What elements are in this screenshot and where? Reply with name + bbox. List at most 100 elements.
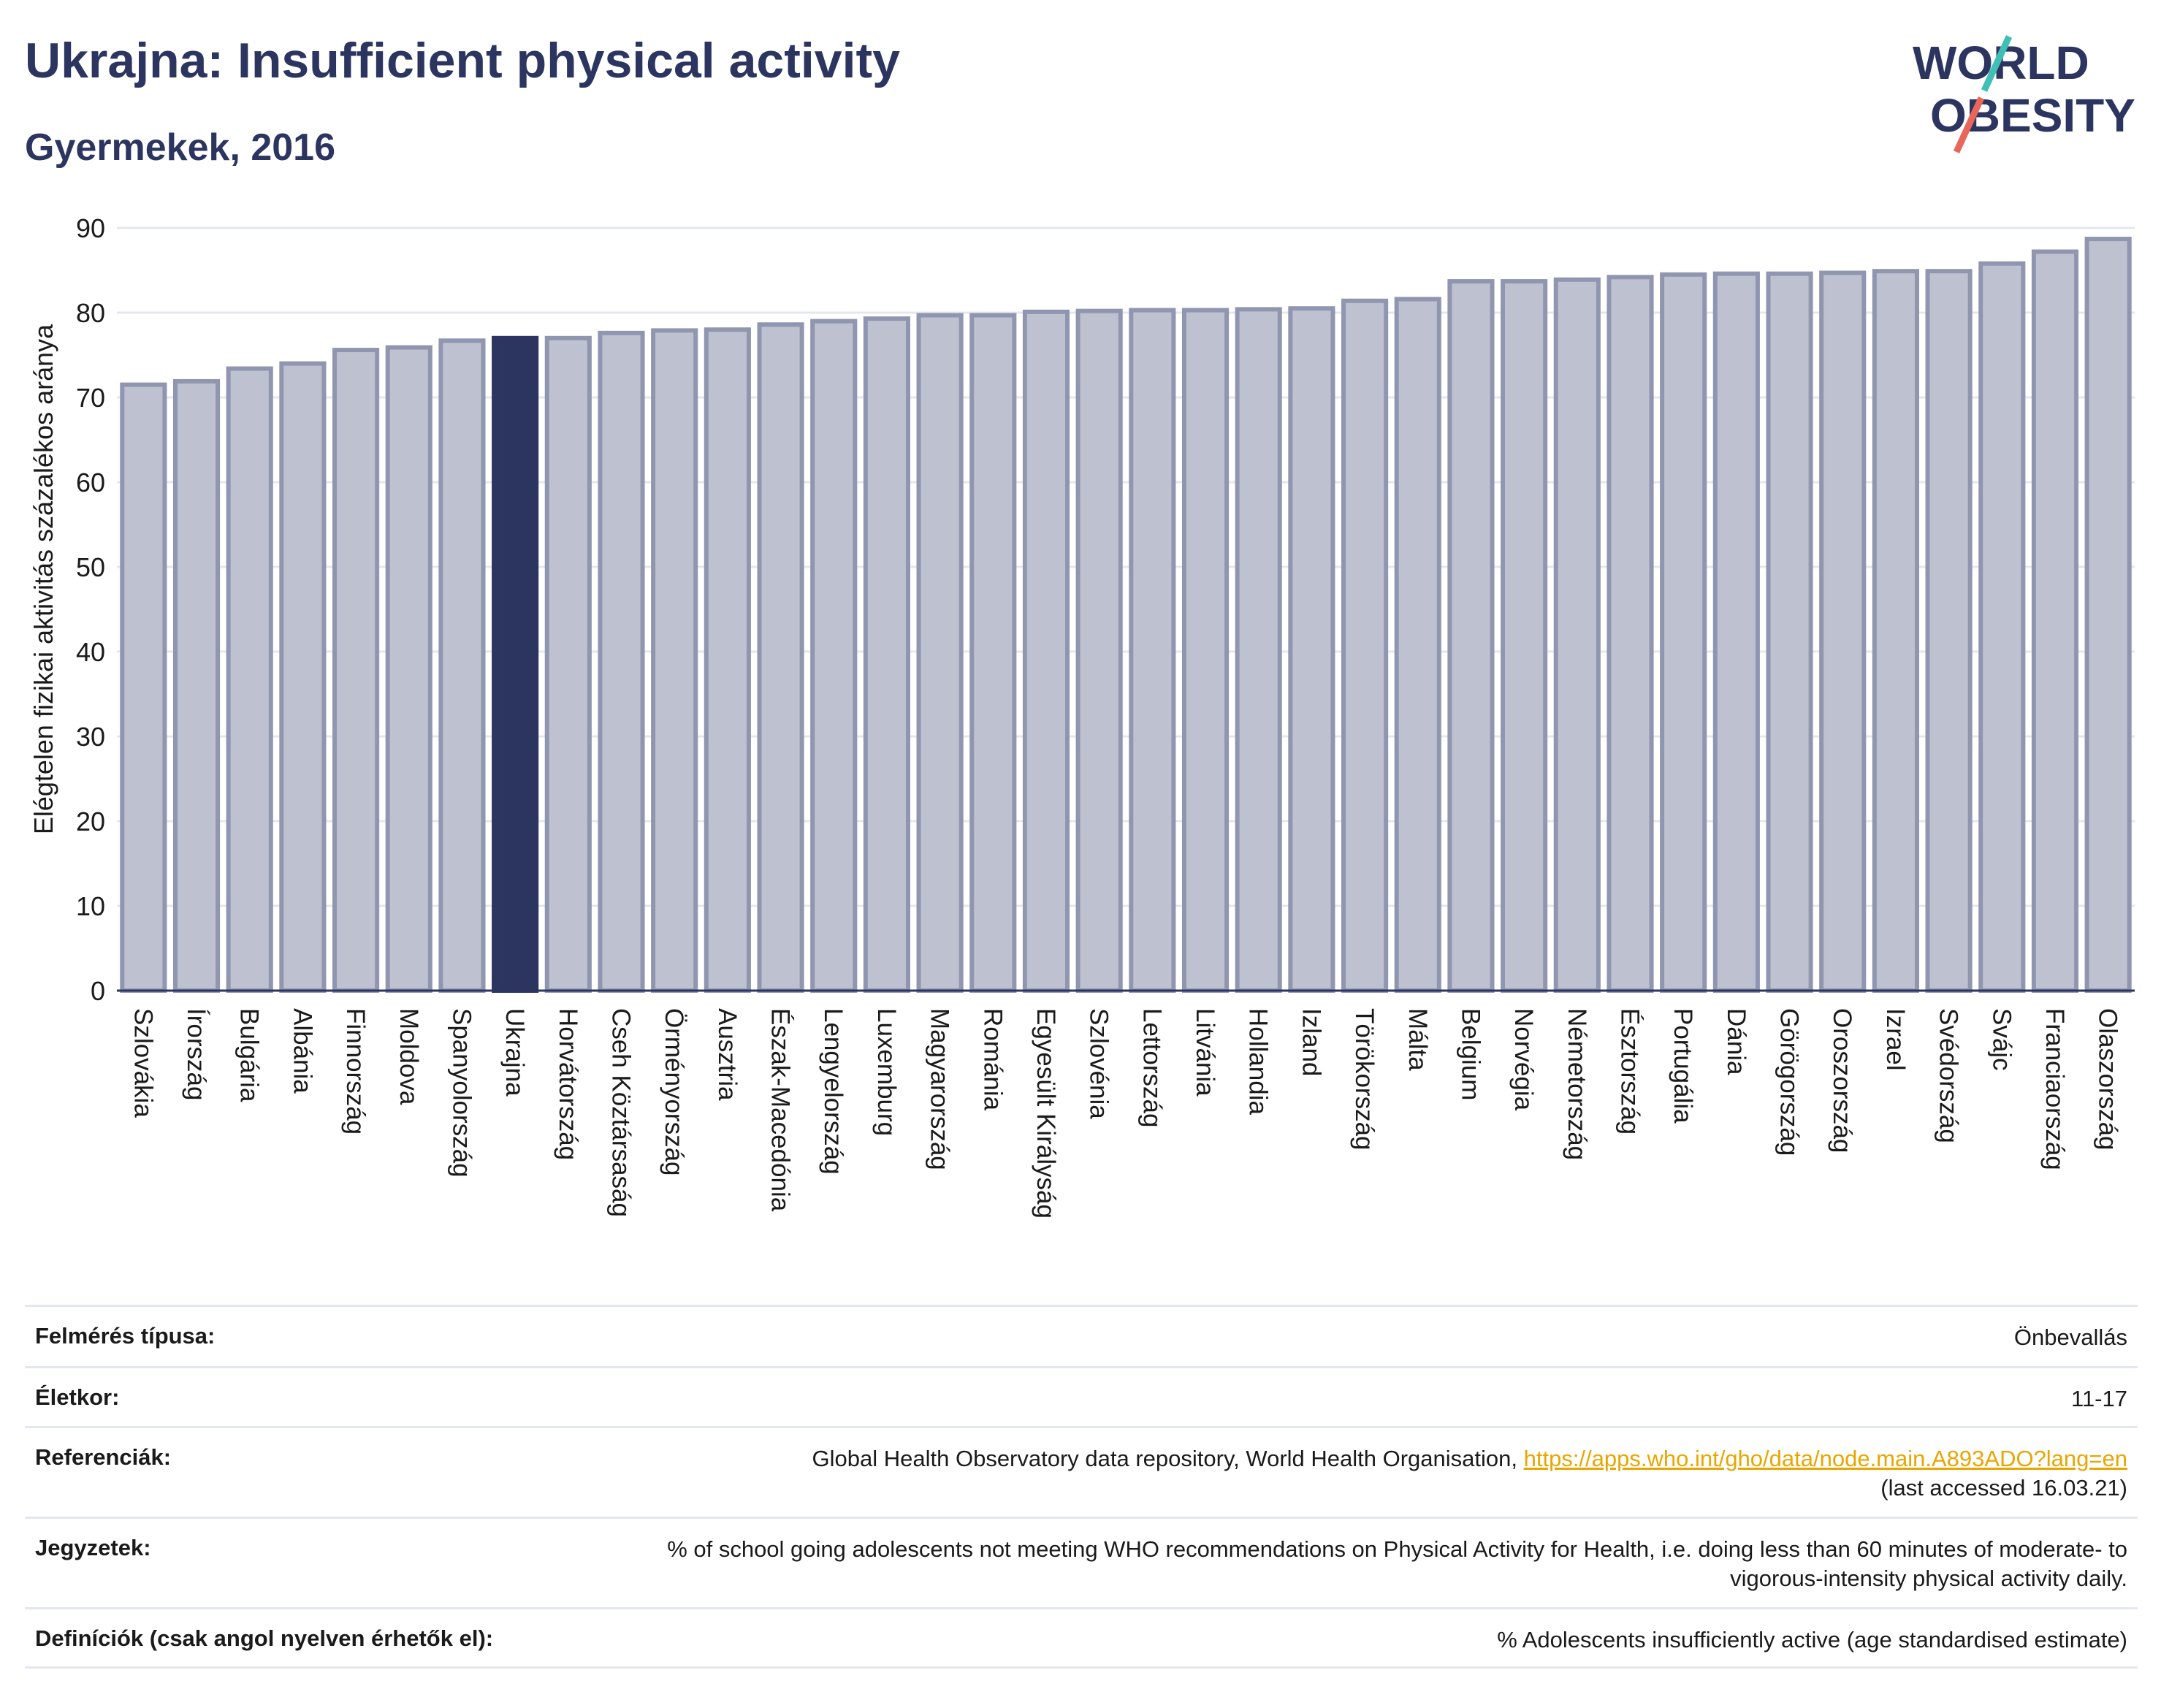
bar-portugália bbox=[1660, 272, 1707, 993]
x-tick-label: Görögország bbox=[1775, 1008, 1804, 1156]
info-row-notes: Jegyzetek: % of school going adolescents… bbox=[25, 1517, 2138, 1607]
x-tick-label: Németország bbox=[1563, 1008, 1591, 1160]
bar-bulgária bbox=[226, 366, 273, 993]
reference-text: Global Health Observatory data repositor… bbox=[812, 1446, 1524, 1471]
info-value: % of school going adolescents not meetin… bbox=[667, 1536, 2127, 1591]
info-table: Felmérés típusa: Önbevallás Életkor: 11-… bbox=[25, 1305, 2138, 1669]
x-tick-label: Magyarország bbox=[926, 1008, 954, 1170]
bar-magyarország bbox=[916, 313, 964, 994]
y-tick-label: 80 bbox=[76, 298, 105, 328]
x-tick-label: Olaszország bbox=[2094, 1008, 2122, 1151]
x-tick-label: Szlovénia bbox=[1085, 1008, 1113, 1119]
y-tick-label: 0 bbox=[91, 976, 105, 1006]
bar-litvánia bbox=[1181, 308, 1230, 993]
x-tick-label: Finnország bbox=[341, 1008, 370, 1135]
y-tick-label: 90 bbox=[76, 213, 105, 243]
x-tick-label: Izland bbox=[1297, 1008, 1325, 1076]
bar-írország bbox=[172, 378, 221, 993]
x-tick-label: Luxemburg bbox=[872, 1008, 901, 1136]
bars bbox=[120, 237, 2132, 994]
y-tick-label: 70 bbox=[76, 383, 105, 413]
x-tick-label: Albánia bbox=[288, 1008, 316, 1094]
bar-cseh-köztársaság bbox=[598, 330, 645, 993]
bar-belgium bbox=[1447, 279, 1495, 993]
bar-svájc bbox=[1978, 261, 2026, 994]
info-value: 11-17 bbox=[2071, 1386, 2127, 1411]
x-tick-label: Románia bbox=[978, 1008, 1007, 1111]
info-value: Global Health Observatory data repositor… bbox=[812, 1444, 2127, 1503]
logo-line1: WORLD bbox=[1913, 37, 2089, 89]
info-label: Jegyzetek: bbox=[35, 1535, 151, 1560]
bar-chart: 0 10 20 30 40 50 60 70 80 90 Szlovákia Írország Bul… bbox=[28, 213, 2135, 1219]
bar-szlovénia bbox=[1075, 308, 1123, 993]
bar-svédország bbox=[1925, 269, 1973, 994]
page-title: Ukrajna: Insufficient physical activity bbox=[25, 33, 900, 88]
bar-görögország bbox=[1766, 271, 1813, 993]
bar-moldova bbox=[385, 345, 432, 993]
info-value: % Adolescents insufficiently active (age… bbox=[1497, 1627, 2127, 1652]
x-tick-label: Észtország bbox=[1616, 1008, 1644, 1135]
x-tick-label: Izrael bbox=[1881, 1008, 1910, 1071]
info-row-references: Referenciák: Global Health Observatory d… bbox=[25, 1426, 2138, 1517]
bar-észak-macedónia bbox=[757, 322, 804, 993]
x-tick-label: Észak-Macedónia bbox=[766, 1008, 795, 1212]
logo-slash-bottom bbox=[1953, 96, 1985, 153]
bar-észtország bbox=[1607, 275, 1654, 993]
x-tick-label: Belgium bbox=[1456, 1008, 1485, 1100]
bar-szlovákia bbox=[120, 382, 167, 993]
x-tick-label: Moldova bbox=[395, 1008, 423, 1105]
y-tick-label: 10 bbox=[76, 891, 105, 921]
bar-németország bbox=[1553, 277, 1601, 993]
x-tick-label: Litvánia bbox=[1191, 1008, 1219, 1097]
x-tick-label: Spanyolország bbox=[447, 1008, 476, 1178]
x-tick-label: Horvátország bbox=[554, 1008, 582, 1160]
bar-lettország bbox=[1129, 308, 1176, 993]
x-tick-label: Dánia bbox=[1722, 1008, 1750, 1075]
bar-izland bbox=[1288, 306, 1335, 993]
logo-slash-top bbox=[1981, 35, 2013, 92]
info-row-survey-type: Felmérés típusa: Önbevallás bbox=[25, 1305, 2138, 1366]
x-tick-label: Svájc bbox=[1987, 1008, 2016, 1071]
world-obesity-logo: WORLD OBESITY bbox=[1913, 35, 2135, 153]
bar-románia bbox=[969, 313, 1017, 994]
x-tick-label: Törökország bbox=[1350, 1008, 1379, 1151]
reference-link[interactable]: https://apps.who.int/gho/data/node.main.… bbox=[1523, 1446, 2127, 1471]
info-row-age: Életkor: 11-17 bbox=[25, 1366, 2138, 1426]
info-label: Referenciák: bbox=[35, 1444, 172, 1470]
bar-lengyelország bbox=[810, 319, 858, 994]
x-tick-label: Örményország bbox=[660, 1008, 688, 1176]
x-tick-label: Szlovákia bbox=[129, 1008, 157, 1118]
x-axis-ticks: Szlovákia Írország Bulgária Albánia Finnorsz… bbox=[129, 1008, 2122, 1219]
page-subtitle: Gyermekek, 2016 bbox=[25, 126, 336, 169]
bar-finnország bbox=[332, 348, 380, 994]
x-tick-label: Hollandia bbox=[1244, 1008, 1273, 1115]
bar-spanyolország bbox=[438, 338, 486, 993]
y-tick-label: 50 bbox=[76, 552, 105, 582]
bar-norvégia bbox=[1501, 279, 1548, 993]
bar-luxemburg bbox=[863, 316, 910, 993]
info-value: Önbevallás bbox=[2013, 1324, 2127, 1350]
info-label: Felmérés típusa: bbox=[35, 1323, 216, 1349]
x-tick-label: Cseh Köztársaság bbox=[607, 1008, 636, 1217]
x-tick-label: Lettország bbox=[1137, 1008, 1166, 1127]
info-label: Definíciók (csak angol nyelven érhetők e… bbox=[35, 1625, 494, 1651]
x-tick-label: Portugália bbox=[1669, 1008, 1697, 1124]
bar-törökország bbox=[1341, 298, 1389, 993]
x-tick-label: Oroszország bbox=[1828, 1008, 1856, 1153]
y-tick-label: 60 bbox=[76, 468, 105, 497]
bar-ukrajna bbox=[492, 335, 539, 993]
bar-örményország bbox=[651, 328, 698, 993]
x-tick-label: Franciaország bbox=[2040, 1008, 2069, 1170]
x-tick-label: Bulgária bbox=[235, 1008, 264, 1102]
info-row-definitions: Definíciók (csak angol nyelven érhetők e… bbox=[25, 1607, 2138, 1669]
y-axis-label: Elégtelen fizikai aktivitás százalékos a… bbox=[28, 324, 58, 834]
bar-málta bbox=[1394, 297, 1441, 993]
x-tick-label: Egyesült Királyság bbox=[1032, 1008, 1060, 1219]
x-tick-label: Ukrajna bbox=[500, 1008, 529, 1097]
bar-izrael bbox=[1872, 269, 1919, 994]
bar-olaszország bbox=[2084, 237, 2132, 994]
x-tick-label: Ausztria bbox=[713, 1008, 742, 1101]
bar-franciaország bbox=[2031, 249, 2079, 994]
bar-egyesült-királyság bbox=[1022, 309, 1070, 993]
reference-accessed: (last accessed 16.03.21) bbox=[1880, 1475, 2127, 1501]
